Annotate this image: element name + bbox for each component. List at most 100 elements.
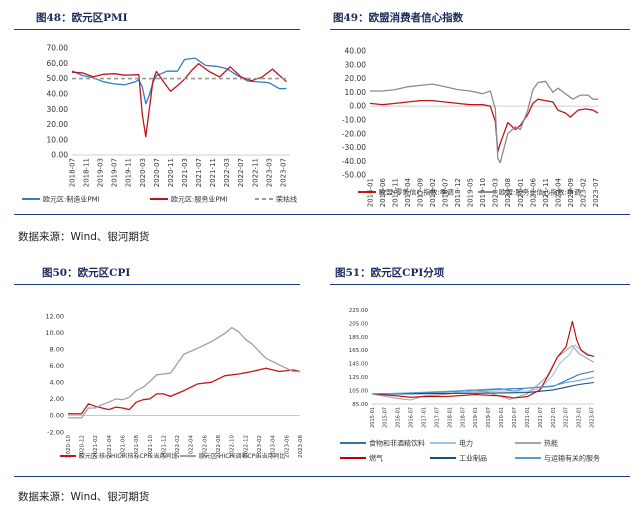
y-tick-label: 0.00 — [51, 151, 68, 160]
y-tick-label: 225.00 — [349, 308, 369, 314]
y-tick-label: 4.00 — [50, 379, 64, 387]
x-tick-label: 2019-03 — [97, 158, 105, 187]
series-line-0 — [68, 367, 301, 415]
series-line-0 — [371, 370, 595, 395]
x-tick-label: 2021-07 — [195, 158, 203, 187]
x-tick-label: 2021-06 — [529, 177, 537, 207]
x-tick-label: 2022-07 — [237, 158, 245, 187]
y-tick-label: 10.00 — [45, 329, 64, 337]
x-tick-label: 2021-10 — [148, 435, 154, 458]
x-tick-label: 2021-08 — [134, 435, 140, 458]
x-tick-label: 2022-12 — [243, 435, 249, 458]
y-tick-label: 0.00 — [349, 102, 366, 111]
x-tick-label: 2023-07 — [592, 178, 600, 207]
y-tick-label: 60.00 — [47, 59, 69, 68]
y-tick-label: 0.00 — [50, 412, 64, 420]
x-tick-label: 2022-09 — [567, 178, 575, 207]
x-tick-label: 2021-11 — [209, 158, 217, 187]
x-tick-label: 2020-10 — [66, 435, 72, 458]
x-tick-label: 2023-01 — [577, 407, 583, 428]
y-tick-label: 70.00 — [47, 44, 69, 53]
x-tick-label: 2020-07 — [512, 407, 518, 428]
x-tick-label: 2019-01 — [473, 407, 479, 428]
title-rule-bottom-left — [14, 284, 300, 285]
x-tick-label: 2023-07 — [590, 407, 596, 428]
y-tick-label: -20.00 — [342, 129, 366, 138]
x-tick-label: 2021-01 — [525, 407, 531, 428]
x-tick-label: 2022-06 — [202, 435, 208, 458]
x-tick-label: 2017-01 — [421, 407, 427, 428]
legend-label: 欧盟:零售信心指数:季调 — [379, 187, 454, 196]
chart-cpi: -2.00 0.00 2.00 4.00 6.00 8.00 10.00 12.00 2020-… — [45, 312, 304, 460]
x-tick-label: 2018-07 — [442, 178, 450, 207]
figure-50-title: 图50：欧元区CPI — [42, 267, 131, 279]
x-tick-label: 2021-03 — [181, 158, 189, 187]
x-tick-label: 2023-04 — [271, 435, 277, 458]
x-tick-label: 2016-07 — [409, 407, 415, 428]
x-tick-label: 2022-02 — [175, 435, 181, 458]
legend-label: 欧元区:制造业PMI — [43, 194, 100, 203]
legend-label: 燃气 — [369, 453, 383, 462]
y-tick-label: 20.00 — [345, 74, 367, 83]
series-line-0 — [369, 98, 599, 153]
x-tick-label: 2022-04 — [554, 177, 562, 207]
x-tick-label: 2022-07 — [564, 407, 570, 428]
x-tick-label: 2019-07 — [111, 158, 119, 187]
chart-confidence: -50.00 -40.00 -30.00 -20.00 -10.00 0.00 10.00 2… — [342, 47, 600, 208]
y-tick-label: 30.00 — [47, 105, 69, 114]
figure-49-title: 图49：欧盟消费者信心指数 — [333, 12, 464, 24]
x-tick-label: 2018-01 — [447, 407, 453, 428]
x-tick-label: 2020-07 — [153, 158, 161, 187]
figure-48-title: 图48：欧元区PMI — [36, 12, 128, 24]
y-tick-label: 20.00 — [47, 120, 69, 129]
x-tick-label: 2018-07 — [460, 407, 466, 428]
x-tick-label: 2020-11 — [167, 158, 175, 187]
x-tick-label: 2019-07 — [486, 407, 492, 428]
x-tick-label: 2016-11 — [392, 178, 400, 207]
legend-label: 电力 — [459, 438, 473, 447]
legend-label: 欧元区:HICP(调和CPI):当月同比 — [199, 452, 285, 460]
x-tick-label: 2021-12 — [161, 435, 167, 458]
legend-label: 荣枯线 — [276, 194, 297, 203]
y-tick-label: 185.00 — [349, 335, 369, 341]
y-tick-label: -30.00 — [342, 143, 366, 152]
data-source-top: 数据来源：Wind、银河期货 — [18, 231, 150, 243]
y-tick-label: 145.00 — [349, 362, 369, 368]
x-tick-label: 2020-03 — [139, 158, 147, 187]
legend-label: 欧元区:服务业PMI — [171, 194, 228, 203]
series-line-4 — [371, 381, 595, 395]
x-tick-label: 2022-01 — [551, 407, 557, 428]
y-tick-label: 2.00 — [50, 395, 64, 403]
y-tick-label: 8.00 — [50, 345, 64, 353]
x-tick-label: 2023-07 — [279, 158, 287, 187]
x-tick-label: 2017-09 — [417, 178, 425, 207]
x-tick-label: 2017-07 — [434, 407, 440, 428]
x-tick-label: 2022-10 — [230, 435, 236, 458]
series-line-1 — [370, 80, 598, 164]
y-tick-label: -40.00 — [342, 157, 366, 166]
separator-bottom — [14, 476, 630, 477]
x-tick-label: 2015-07 — [383, 407, 389, 428]
series-line-1 — [71, 62, 287, 138]
y-tick-label: 125.00 — [349, 375, 369, 381]
legend-label: 食物和非酒精饮料 — [369, 438, 425, 447]
x-tick-label: 2020-01 — [499, 407, 505, 428]
series-line-5 — [371, 376, 595, 395]
chart-cpi_components: 85.00 105.00 125.00 145.00 165.00 185.00 205.0… — [340, 308, 600, 462]
figure-51-title: 图51：欧元区CPI分项 — [335, 267, 445, 279]
chart-pmi: 0.00 10.00 20.00 30.00 40.00 50.00 60.00 70.00 2… — [22, 44, 297, 203]
x-tick-label: 2017-04 — [404, 177, 412, 207]
x-tick-label: 2019-11 — [125, 158, 133, 187]
x-tick-label: 2021-06 — [121, 435, 127, 458]
x-tick-label: 2021-04 — [107, 435, 113, 458]
x-tick-label: 2018-07 — [68, 158, 76, 187]
x-tick-label: 2021-11 — [542, 178, 550, 207]
x-tick-label: 2023-06 — [284, 435, 290, 458]
y-tick-label: 10.00 — [345, 88, 367, 97]
y-tick-label: 30.00 — [345, 60, 367, 69]
x-tick-label: 2022-11 — [251, 158, 259, 187]
title-rule-bottom-right — [330, 284, 630, 285]
x-tick-label: 2021-01 — [517, 178, 525, 207]
x-tick-label: 2021-07 — [538, 407, 544, 428]
x-tick-label: 2018-12 — [454, 178, 462, 207]
